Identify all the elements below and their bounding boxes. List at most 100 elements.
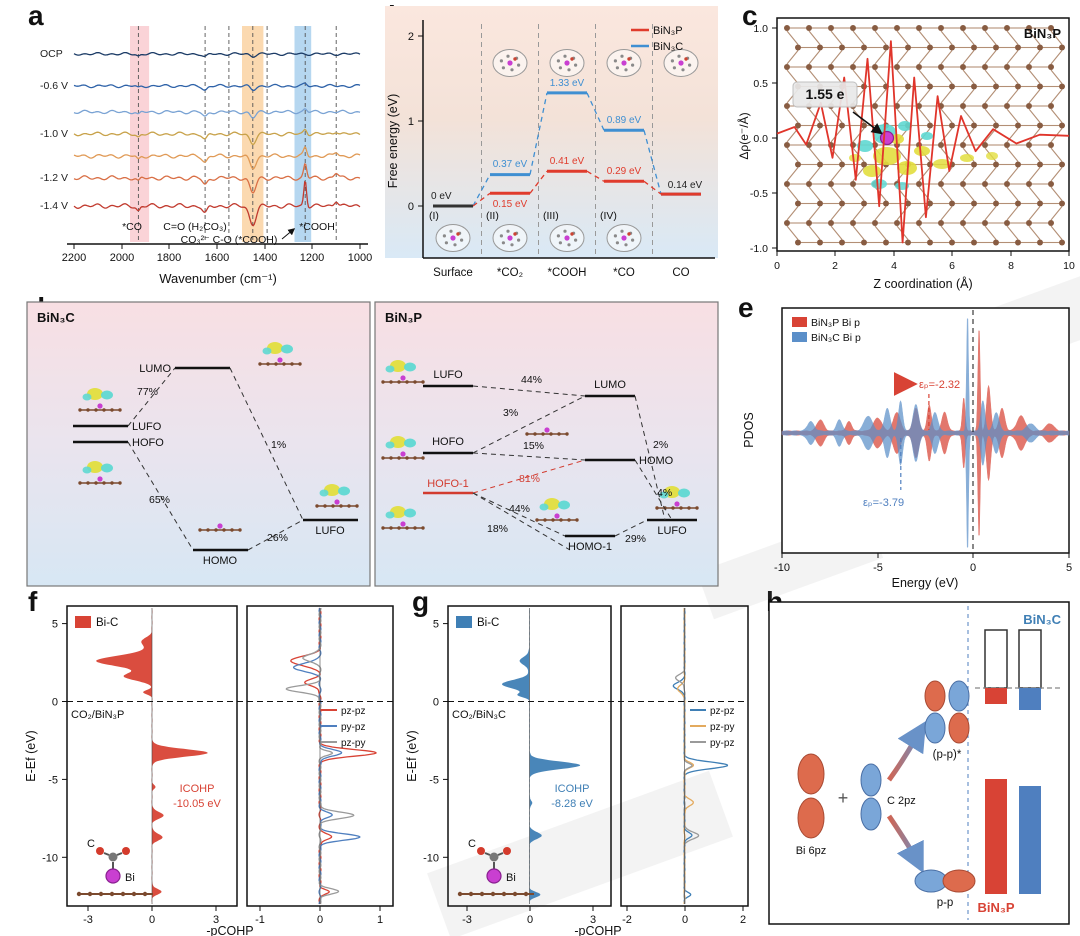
- panel-c-charge-density-chart: 1.55 e BiN₃P 1.0 0.5 0.0 -0.5 -1.0 0 2 4…: [737, 17, 1075, 291]
- panel-e-x-ticks: -10 -5 0 5: [774, 553, 1072, 574]
- panel-b-background: [385, 6, 718, 258]
- panel-f-y-label: E-Ef (eV): [25, 730, 38, 781]
- svg-text:3: 3: [590, 914, 596, 926]
- svg-text:LUMO: LUMO: [139, 363, 171, 375]
- panel-g-orbital-legend: pz-pz pz-py py-pz: [690, 706, 734, 749]
- c-2pz-label: C 2pz: [887, 795, 916, 807]
- panel-b-steps: [433, 91, 701, 208]
- svg-text:OCP: OCP: [40, 48, 63, 60]
- antibonding-label: (p-p)*: [933, 749, 962, 761]
- charge-transfer-arrow: [852, 111, 883, 135]
- legend-swatch-binp: [792, 317, 807, 327]
- panel-d-decor: [78, 342, 699, 532]
- c-atom: [489, 852, 499, 862]
- annotation-arrow: [281, 228, 296, 240]
- legend-swatch-bic: [456, 616, 472, 628]
- svg-text:*COOH: *COOH: [548, 267, 587, 279]
- svg-text:1200: 1200: [300, 252, 324, 264]
- bi-atom: [879, 130, 895, 146]
- panel-c-title: BiN₃P: [1024, 26, 1061, 41]
- svg-text:pz-pz: pz-pz: [341, 706, 365, 717]
- svg-text:HOMO: HOMO: [203, 555, 238, 567]
- svg-text:0.37 eV: 0.37 eV: [493, 159, 528, 170]
- svg-text:29%: 29%: [625, 533, 646, 545]
- svg-text:C: C: [87, 838, 95, 850]
- svg-text:2: 2: [832, 260, 838, 272]
- panel-a-curves: [73, 51, 361, 227]
- svg-text:0: 0: [682, 914, 688, 926]
- bonding-band-binc: [1019, 786, 1041, 894]
- o-atom: [122, 847, 130, 855]
- svg-text:HOMO: HOMO: [639, 455, 674, 467]
- panel-d-left-levels: [73, 366, 358, 552]
- panel-g-legend: Bi-C: [456, 616, 499, 629]
- panel-label-f: f: [28, 586, 38, 617]
- svg-text:CO: CO: [672, 267, 689, 279]
- svg-text:26%: 26%: [267, 532, 288, 544]
- panel-d-right-levels: [423, 384, 697, 538]
- svg-text:44%: 44%: [521, 374, 542, 386]
- panel-b-free-energy-chart: 2 1 0 Free energy (eV) 0 eV 0.15 eV 0.41…: [385, 6, 718, 279]
- svg-text:*CO: *CO: [613, 267, 635, 279]
- svg-text:py-pz: py-pz: [710, 738, 734, 749]
- svg-text:-10: -10: [423, 852, 439, 864]
- svg-text:LUFO: LUFO: [433, 369, 463, 381]
- svg-text:-1.0: -1.0: [750, 243, 768, 255]
- panel-f-orbital-legend: pz-pz py-pz pz-py: [321, 706, 365, 749]
- svg-text:Bi: Bi: [506, 872, 516, 884]
- o-atom: [96, 847, 104, 855]
- panel-c-y-label: Δρ(e⁻/Å): [737, 112, 751, 159]
- panel-c-curve: [776, 40, 1070, 244]
- panel-label-c: c: [742, 0, 758, 31]
- panel-e-pdos-chart: BiN₃P Bi p BiN₃C Bi p εₚ=-2.32 εₚ=-3.79 …: [742, 307, 1072, 590]
- svg-text:81%: 81%: [519, 473, 540, 485]
- svg-text:-1.4 V: -1.4 V: [40, 200, 68, 212]
- svg-text:1.0: 1.0: [753, 23, 768, 35]
- c-atom: [108, 852, 118, 862]
- svg-text:LUFO: LUFO: [132, 421, 162, 433]
- panel-e-band-center-annotations: εₚ=-2.32 εₚ=-3.79: [863, 372, 960, 509]
- svg-text:10: 10: [1063, 260, 1075, 272]
- panel-g-x-ticks: -3 0 3 -2 0 2: [462, 906, 746, 926]
- svg-text:-10.05 eV: -10.05 eV: [173, 798, 221, 810]
- svg-text:0.89 eV: 0.89 eV: [607, 115, 642, 126]
- panel-f-molecule-inset: C Bi: [76, 838, 153, 897]
- panel-e-x-label: Energy (eV): [892, 576, 959, 590]
- svg-text:1800: 1800: [157, 252, 181, 264]
- panel-c-lattice: [784, 25, 1065, 246]
- svg-text:-10: -10: [42, 852, 58, 864]
- panel-h-binc-label: BiN₃C: [1023, 612, 1061, 627]
- bonding-band-binp: [985, 779, 1007, 894]
- annotation-cooh: *COOH: [299, 221, 335, 233]
- eps-blue-label: εₚ=-3.79: [863, 497, 904, 509]
- svg-text:0.5: 0.5: [753, 78, 768, 90]
- svg-text:3%: 3%: [503, 407, 518, 419]
- panel-e-curves: [781, 318, 1070, 548]
- bi-atom: [105, 868, 121, 884]
- panel-f-icohp: ICOHP -10.05 eV: [173, 783, 221, 810]
- panel-c-y-ticks: 1.0 0.5 0.0 -0.5 -1.0: [750, 23, 777, 255]
- svg-text:0: 0: [149, 914, 155, 926]
- panel-b-separators: [481, 24, 653, 258]
- svg-text:0.0: 0.0: [753, 133, 768, 145]
- antibonding-orbital-icon: [924, 680, 970, 744]
- svg-text:C: C: [468, 838, 476, 850]
- svg-text:1.33 eV: 1.33 eV: [550, 78, 585, 89]
- svg-text:1: 1: [408, 116, 414, 128]
- svg-text:BiN₃C Bi p: BiN₃C Bi p: [811, 332, 861, 344]
- panel-f-x-label: -pCOHP: [206, 924, 253, 936]
- svg-text:0.14 eV: 0.14 eV: [668, 180, 703, 191]
- antibonding-filled-binc: [1019, 688, 1041, 710]
- svg-text:6: 6: [949, 260, 955, 272]
- panel-g-y-ticks: 5 0 -5 -10: [423, 619, 448, 864]
- svg-text:-3: -3: [83, 914, 93, 926]
- svg-text:15%: 15%: [523, 440, 544, 452]
- svg-text:-1: -1: [255, 914, 265, 926]
- panel-label-a: a: [28, 0, 44, 31]
- svg-text:18%: 18%: [487, 523, 508, 535]
- panel-h-binp-label: BiN₃P: [977, 900, 1014, 915]
- panel-g-cohp-chart: 5 0 -5 -10 E-Ef (eV) -3 0 3 -2 0 2 -pCOH…: [406, 605, 749, 936]
- o-atom: [503, 847, 511, 855]
- panel-d-left-level-labels: LUMO LUFO HOFO HOMO LUFO: [132, 363, 345, 567]
